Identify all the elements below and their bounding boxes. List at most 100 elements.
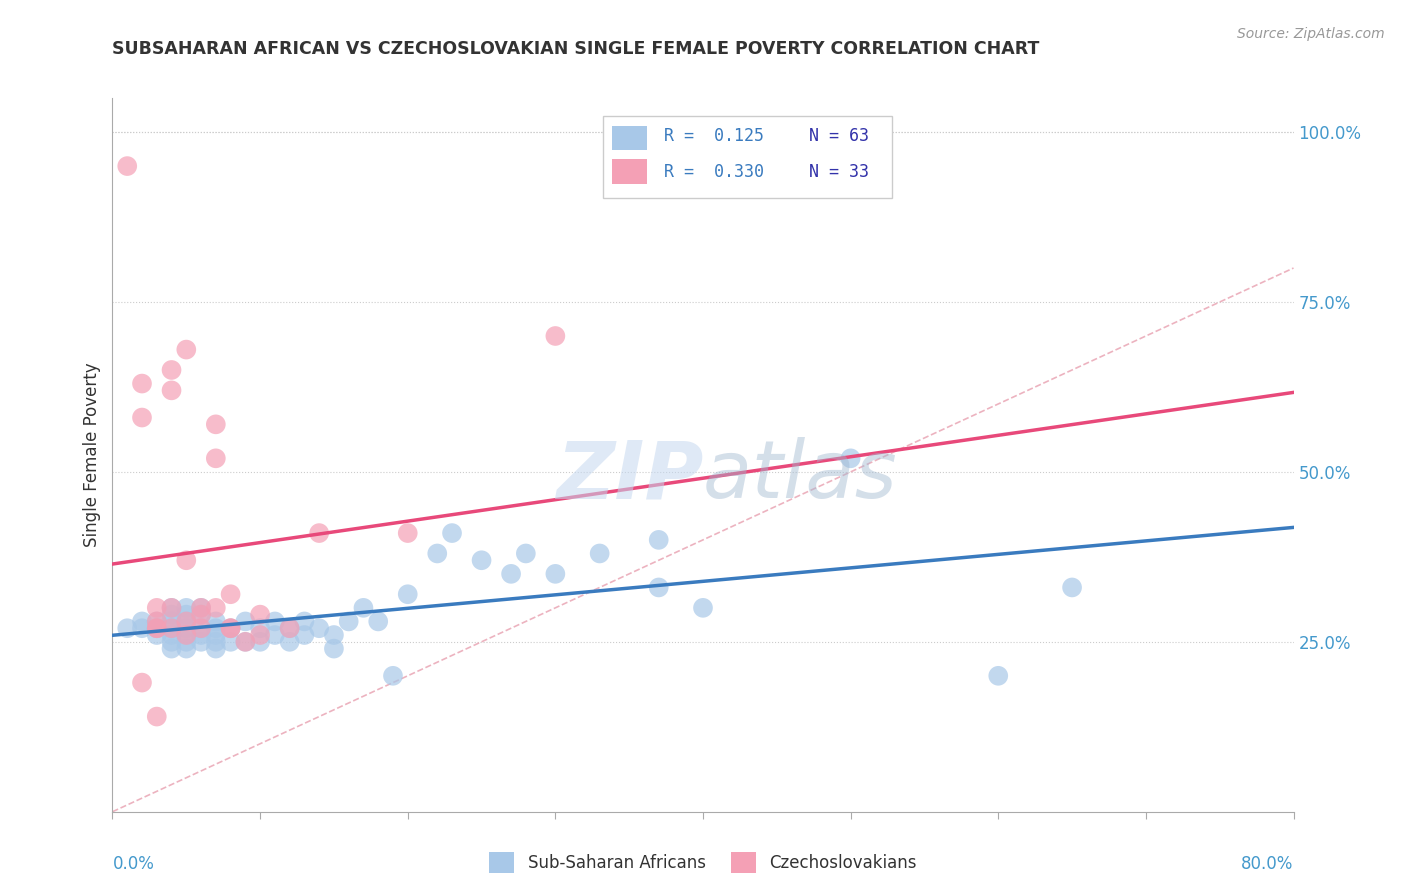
Point xyxy=(131,410,153,425)
Point xyxy=(174,621,197,635)
Point xyxy=(205,615,228,629)
Point xyxy=(131,621,153,635)
Point xyxy=(278,621,301,635)
Point xyxy=(174,615,197,629)
Text: 0.0%: 0.0% xyxy=(112,855,155,872)
Point xyxy=(117,159,138,173)
Point xyxy=(987,669,1010,683)
Point xyxy=(233,615,256,629)
Point xyxy=(174,635,197,649)
Point xyxy=(308,621,330,635)
Point xyxy=(160,384,183,398)
Point xyxy=(205,417,228,432)
Point xyxy=(264,615,287,629)
Point xyxy=(219,635,242,649)
Point xyxy=(131,675,153,690)
Text: atlas: atlas xyxy=(703,437,898,516)
Point xyxy=(174,343,197,357)
Point xyxy=(174,600,197,615)
Text: Source: ZipAtlas.com: Source: ZipAtlas.com xyxy=(1237,27,1385,41)
Point xyxy=(160,600,183,615)
Point xyxy=(190,621,212,635)
Point xyxy=(146,615,169,629)
Point xyxy=(146,628,169,642)
Point xyxy=(205,628,228,642)
Point xyxy=(219,621,242,635)
Point xyxy=(160,635,183,649)
Point xyxy=(190,635,212,649)
Point xyxy=(190,600,212,615)
Point xyxy=(190,600,212,615)
Point xyxy=(323,628,346,642)
Point xyxy=(174,628,197,642)
Point xyxy=(146,615,169,629)
Point xyxy=(160,607,183,622)
Point xyxy=(544,329,567,343)
Point xyxy=(249,621,271,635)
Point xyxy=(249,635,271,649)
Point xyxy=(146,621,169,635)
Point xyxy=(839,451,862,466)
Point xyxy=(292,628,315,642)
Point xyxy=(205,600,228,615)
FancyBboxPatch shape xyxy=(603,116,891,198)
Point xyxy=(692,600,714,615)
Bar xyxy=(612,160,648,184)
Point xyxy=(160,621,183,635)
Point xyxy=(292,615,315,629)
Point xyxy=(131,376,153,391)
Point xyxy=(219,587,242,601)
Point xyxy=(174,628,197,642)
Point xyxy=(174,641,197,656)
Point xyxy=(588,546,610,560)
Point xyxy=(441,526,464,541)
Point xyxy=(219,621,242,635)
Text: 80.0%: 80.0% xyxy=(1241,855,1294,872)
Point xyxy=(396,526,419,541)
Bar xyxy=(612,126,648,150)
Text: SUBSAHARAN AFRICAN VS CZECHOSLOVAKIAN SINGLE FEMALE POVERTY CORRELATION CHART: SUBSAHARAN AFRICAN VS CZECHOSLOVAKIAN SI… xyxy=(112,40,1040,58)
Point xyxy=(367,615,389,629)
Point xyxy=(205,451,228,466)
Point xyxy=(323,641,346,656)
Point xyxy=(160,363,183,377)
Point xyxy=(219,621,242,635)
Point xyxy=(160,628,183,642)
Point xyxy=(249,607,271,622)
Point xyxy=(160,615,183,629)
Point xyxy=(190,607,212,622)
Point xyxy=(470,553,494,567)
Point xyxy=(278,621,301,635)
Point xyxy=(515,546,537,560)
Text: ZIP: ZIP xyxy=(555,437,703,516)
Text: R =  0.330: R = 0.330 xyxy=(664,162,763,180)
Point xyxy=(160,641,183,656)
Legend: Sub-Saharan Africans, Czechoslovakians: Sub-Saharan Africans, Czechoslovakians xyxy=(482,846,924,880)
Point xyxy=(205,641,228,656)
Point xyxy=(278,635,301,649)
Y-axis label: Single Female Poverty: Single Female Poverty xyxy=(83,363,101,547)
Point xyxy=(146,709,169,723)
Point xyxy=(190,621,212,635)
Point xyxy=(160,600,183,615)
Point xyxy=(426,546,449,560)
Point xyxy=(190,628,212,642)
Point xyxy=(131,615,153,629)
Point xyxy=(396,587,419,601)
Point xyxy=(233,635,256,649)
Point xyxy=(146,621,169,635)
Point xyxy=(190,607,212,622)
Point xyxy=(205,635,228,649)
Text: N = 33: N = 33 xyxy=(810,162,869,180)
Point xyxy=(1062,581,1084,595)
Point xyxy=(501,566,523,581)
Point xyxy=(337,615,360,629)
Point xyxy=(233,635,256,649)
Point xyxy=(544,566,567,581)
Point xyxy=(647,533,671,547)
Point xyxy=(117,621,138,635)
Point xyxy=(160,621,183,635)
Point xyxy=(174,553,197,567)
Point xyxy=(308,526,330,541)
Text: N = 63: N = 63 xyxy=(810,127,869,145)
